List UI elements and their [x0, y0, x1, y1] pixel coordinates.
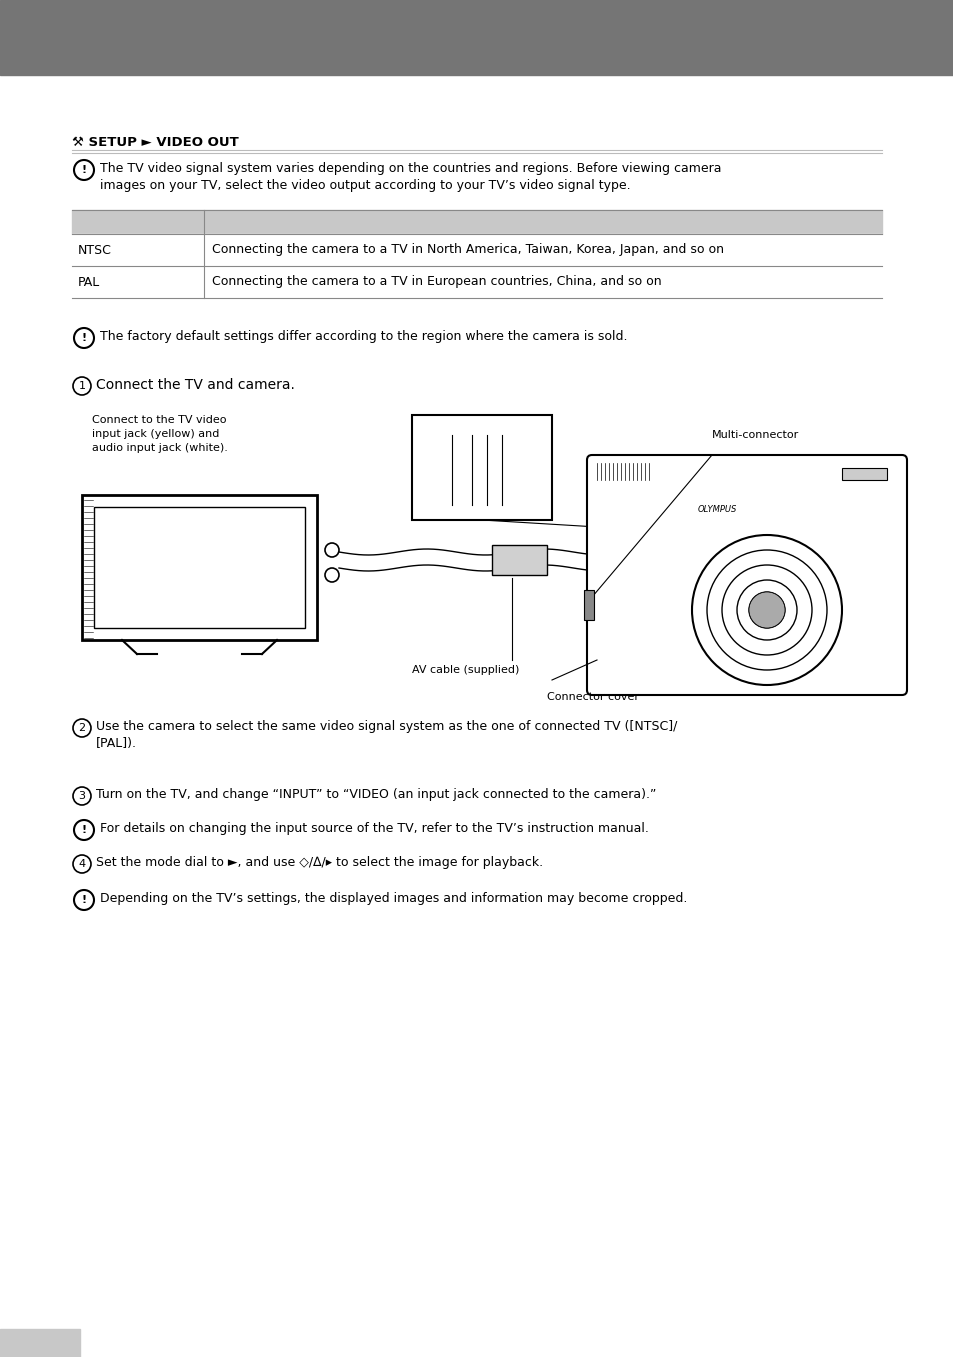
Text: 4: 4	[78, 859, 86, 868]
Text: AV cable (supplied): AV cable (supplied)	[412, 665, 518, 674]
Text: images on your TV, select the video output according to your TV’s video signal t: images on your TV, select the video outp…	[100, 179, 630, 191]
Text: Connect the TV and camera.: Connect the TV and camera.	[96, 379, 294, 392]
Text: Multi-connector: Multi-connector	[711, 430, 799, 440]
Text: The factory default settings differ according to the region where the camera is : The factory default settings differ acco…	[100, 330, 627, 343]
Text: 1: 1	[78, 381, 86, 391]
Circle shape	[74, 820, 94, 840]
Text: Connecting the camera to a TV in North America, Taiwan, Korea, Japan, and so on: Connecting the camera to a TV in North A…	[212, 243, 723, 256]
Text: The TV video signal system varies depending on the countries and regions. Before: The TV video signal system varies depend…	[100, 161, 720, 175]
Text: Connecting the camera to a TV in European countries, China, and so on: Connecting the camera to a TV in Europea…	[212, 275, 661, 289]
Text: PAL: PAL	[78, 275, 100, 289]
FancyBboxPatch shape	[586, 455, 906, 695]
Text: Connector cover: Connector cover	[546, 692, 639, 702]
Text: ⚒ SETUP ► VIDEO OUT: ⚒ SETUP ► VIDEO OUT	[71, 136, 238, 149]
Bar	[0, 1329, 80, 1357]
Text: OLYMPUS: OLYMPUS	[697, 506, 736, 514]
Bar	[94, 508, 305, 628]
Bar	[82, 495, 316, 641]
Circle shape	[325, 543, 338, 556]
Text: !: !	[81, 332, 87, 343]
Bar	[71, 233, 882, 266]
Bar	[71, 210, 882, 233]
Circle shape	[74, 160, 94, 180]
Bar	[412, 415, 552, 520]
Text: !: !	[81, 896, 87, 905]
Text: Depending on the TV’s settings, the displayed images and information may become : Depending on the TV’s settings, the disp…	[100, 892, 687, 905]
Text: !: !	[81, 166, 87, 175]
Text: [PAL]).: [PAL]).	[96, 737, 137, 750]
Text: !: !	[81, 825, 87, 835]
Text: Use the camera to select the same video signal system as the one of connected TV: Use the camera to select the same video …	[96, 721, 677, 733]
Bar	[583, 590, 594, 620]
Text: Connect to the TV video
input jack (yellow) and
audio input jack (white).: Connect to the TV video input jack (yell…	[91, 415, 228, 453]
Bar	[841, 468, 886, 480]
Circle shape	[74, 890, 94, 911]
Text: NTSC: NTSC	[78, 243, 112, 256]
Circle shape	[325, 569, 338, 582]
Circle shape	[748, 592, 784, 628]
Bar	[71, 266, 882, 299]
Text: 2: 2	[78, 723, 86, 733]
Text: Set the mode dial to ►, and use ◇/∆/▸ to select the image for playback.: Set the mode dial to ►, and use ◇/∆/▸ to…	[96, 856, 542, 868]
Text: For details on changing the input source of the TV, refer to the TV’s instructio: For details on changing the input source…	[100, 822, 648, 835]
Bar	[0, 0, 953, 75]
Text: Turn on the TV, and change “INPUT” to “VIDEO (an input jack connected to the cam: Turn on the TV, and change “INPUT” to “V…	[96, 788, 656, 801]
Text: 3: 3	[78, 791, 86, 801]
Circle shape	[74, 328, 94, 347]
Bar	[492, 546, 546, 575]
